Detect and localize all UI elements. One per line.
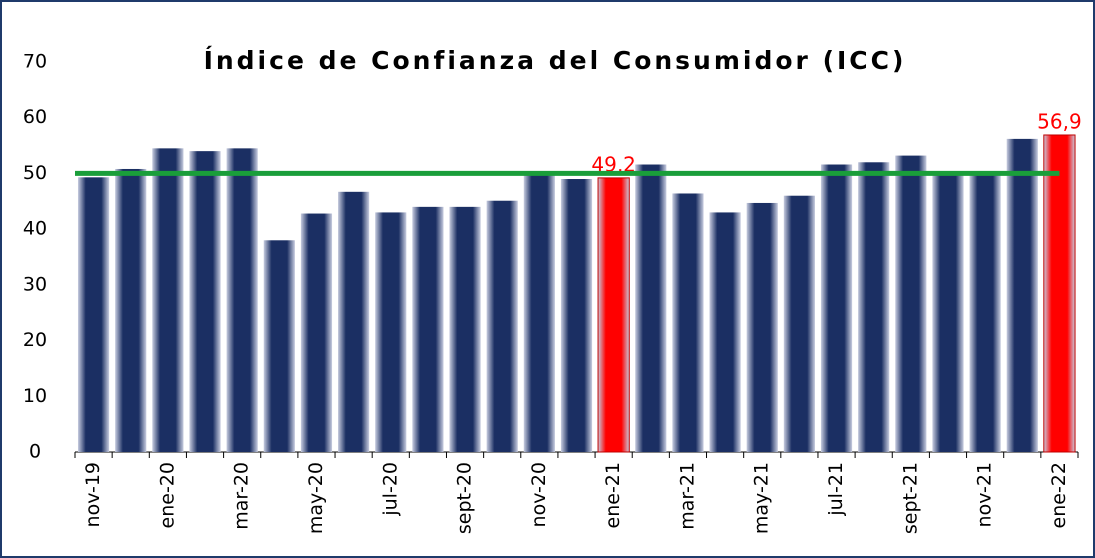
bar <box>226 148 258 452</box>
x-tick-label: sept-21 <box>899 462 921 534</box>
bar <box>412 206 444 452</box>
x-tick-label: ene-22 <box>1048 462 1070 528</box>
x-tick-label: mar-20 <box>231 462 253 530</box>
bar <box>820 164 853 452</box>
bar <box>709 212 741 452</box>
y-tick-label: 40 <box>23 218 47 240</box>
bar <box>895 155 927 452</box>
x-tick-label: mar-21 <box>676 462 698 530</box>
bar <box>189 151 221 452</box>
y-tick-label: 50 <box>23 162 47 184</box>
y-tick-label: 70 <box>23 51 47 73</box>
x-tick-label: nov-21 <box>974 462 996 527</box>
bar <box>560 179 593 452</box>
bar <box>263 240 295 452</box>
bar <box>635 164 667 452</box>
bar <box>449 206 481 452</box>
bar <box>486 200 518 452</box>
chart-title: Índice de Confianza del Consumidor (ICC) <box>204 46 907 75</box>
x-tick-label: jul-21 <box>825 462 847 517</box>
x-tick-label: sept-20 <box>454 462 476 534</box>
bar <box>300 213 333 452</box>
x-tick-label: nov-20 <box>528 462 550 527</box>
bar <box>597 177 630 453</box>
bar <box>969 173 1001 452</box>
x-tick-label: jul-20 <box>379 462 401 517</box>
bar <box>932 173 964 452</box>
bar <box>77 177 110 453</box>
bar <box>338 191 370 453</box>
y-tick-label: 60 <box>23 106 47 128</box>
bar <box>523 171 555 452</box>
bar <box>746 202 778 452</box>
bar <box>115 168 147 452</box>
y-tick-label: 0 <box>29 441 41 463</box>
bar <box>375 212 407 452</box>
bar <box>783 195 815 452</box>
y-tick-label: 20 <box>23 329 47 351</box>
bar <box>858 162 890 453</box>
bar <box>672 193 704 452</box>
x-tick-label: nov-19 <box>82 462 104 527</box>
x-tick-label: may-21 <box>751 462 773 534</box>
bar <box>1006 138 1038 452</box>
y-tick-label: 10 <box>23 385 47 407</box>
x-tick-label: ene-21 <box>602 462 624 528</box>
bar <box>152 148 184 452</box>
x-tick-label: ene-20 <box>156 462 178 528</box>
y-tick-label: 30 <box>23 273 47 295</box>
x-tick-label: may-20 <box>305 462 327 534</box>
data-label: 56,9 <box>1037 109 1082 133</box>
bar <box>1043 134 1076 453</box>
